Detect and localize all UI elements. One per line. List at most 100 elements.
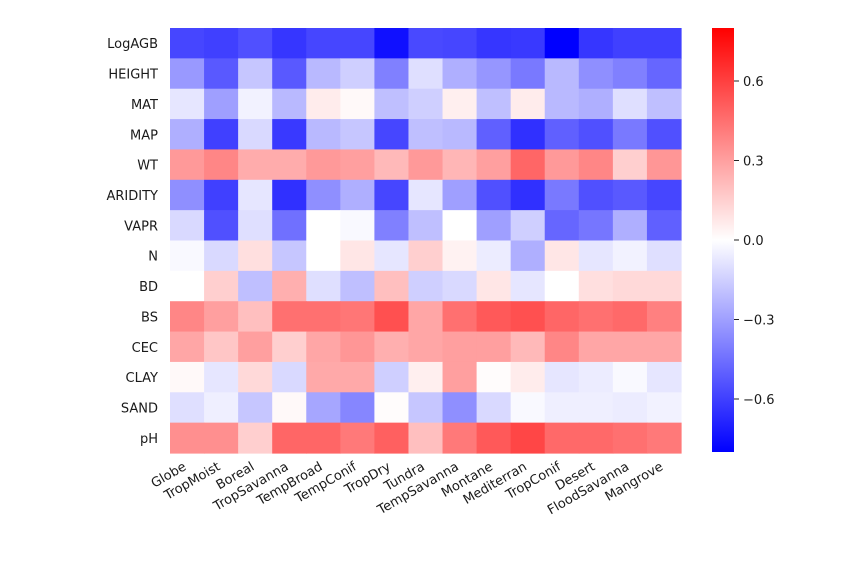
heatmap-cell (612, 58, 648, 90)
heatmap-cell (612, 149, 648, 181)
heatmap-cell (578, 361, 614, 393)
heatmap-cell (578, 28, 614, 59)
row-label: WT (137, 159, 158, 174)
heatmap-cell (306, 392, 341, 424)
heatmap-cell (238, 149, 273, 181)
heatmap-cell (306, 28, 341, 59)
heatmap-cell (442, 88, 478, 120)
heatmap-cell (340, 28, 375, 59)
heatmap-cell (340, 149, 375, 181)
heatmap-cell (340, 240, 375, 272)
heatmap-cell (442, 361, 478, 393)
heatmap-cell (204, 392, 239, 424)
heatmap-cell (204, 422, 239, 454)
heatmap-cell (204, 88, 239, 120)
heatmap-cell (544, 422, 580, 454)
heatmap-cell (612, 119, 648, 151)
heatmap-cell (374, 28, 410, 59)
row-label: VAPR (124, 219, 158, 234)
heatmap-cell (510, 392, 546, 424)
heatmap-cell (544, 361, 580, 393)
colorbar-tick-label: 0.6 (743, 75, 764, 90)
heatmap-cell (238, 331, 273, 363)
heatmap-cell (578, 240, 614, 272)
column-labels: GlobeTropMoistBorealTropSavannaTempBroad… (149, 459, 666, 518)
colorbar-tick-label: 0.0 (743, 234, 764, 249)
row-label: LogAGB (107, 37, 158, 52)
heatmap-cell (510, 28, 546, 59)
heatmap-cell (170, 392, 205, 424)
heatmap-cell (272, 361, 307, 393)
heatmap-cell (272, 392, 307, 424)
row-label: ARIDITY (107, 189, 159, 204)
heatmap-cell (340, 270, 375, 302)
heatmap-cell (476, 88, 512, 120)
heatmap-cell (170, 179, 205, 211)
heatmap-cell (544, 88, 580, 120)
heatmap-cell (476, 331, 512, 363)
heatmap-cell (578, 179, 614, 211)
heatmap-cell (408, 270, 444, 302)
row-label: SAND (121, 401, 158, 416)
heatmap-cell (442, 331, 478, 363)
heatmap-cell (442, 179, 478, 211)
heatmap-cell (238, 28, 273, 59)
heatmap-cell (374, 301, 410, 333)
heatmap-cell (374, 58, 410, 90)
heatmap-cell (204, 270, 239, 302)
heatmap-cell (238, 392, 273, 424)
heatmap-cell (306, 422, 341, 454)
heatmap-cell (646, 301, 682, 333)
heatmap-cell (374, 270, 410, 302)
heatmap-cell (578, 301, 614, 333)
heatmap-cell (476, 210, 512, 242)
heatmap-cell (238, 270, 273, 302)
heatmap-cell (238, 58, 273, 90)
heatmap-cell (204, 331, 239, 363)
heatmap-cell (442, 422, 478, 454)
row-label: N (148, 250, 158, 265)
heatmap-cell (408, 392, 444, 424)
colorbar-tick-label: −0.6 (743, 393, 775, 408)
heatmap-cell (408, 331, 444, 363)
heatmap-cell (442, 210, 478, 242)
heatmap-cell (204, 149, 239, 181)
heatmap-cell (612, 28, 648, 59)
heatmap-cell (238, 422, 273, 454)
heatmap-cell (544, 331, 580, 363)
row-label: MAT (131, 98, 158, 113)
heatmap-cell (612, 331, 648, 363)
colorbar-tick-label: −0.3 (743, 314, 775, 329)
heatmap-cell (408, 361, 444, 393)
heatmap-cell (578, 331, 614, 363)
heatmap-cell (306, 58, 341, 90)
heatmap-cell (544, 28, 580, 59)
heatmap-cell (476, 179, 512, 211)
heatmap-cell (170, 210, 205, 242)
heatmap-cell (238, 361, 273, 393)
heatmap-cell (408, 301, 444, 333)
heatmap-cell (374, 210, 410, 242)
heatmap-cell (510, 422, 546, 454)
heatmap-cell (306, 179, 341, 211)
heatmap-cell (340, 179, 375, 211)
heatmap-cell (170, 88, 205, 120)
heatmap-cell (238, 88, 273, 120)
heatmap-cell (306, 331, 341, 363)
heatmap-cell (238, 179, 273, 211)
heatmap-cell (510, 58, 546, 90)
heatmap-cell (646, 119, 682, 151)
heatmap-cell (578, 119, 614, 151)
heatmap-cell (612, 210, 648, 242)
heatmap-cell (510, 210, 546, 242)
heatmap-cell (442, 58, 478, 90)
heatmap-cell (374, 119, 410, 151)
heatmap-cell (340, 210, 375, 242)
heatmap-cell (510, 331, 546, 363)
heatmap-cell (544, 270, 580, 302)
heatmap-cell (510, 361, 546, 393)
heatmap-cell (646, 422, 682, 454)
heatmap-cell (408, 210, 444, 242)
heatmap-cell (510, 301, 546, 333)
